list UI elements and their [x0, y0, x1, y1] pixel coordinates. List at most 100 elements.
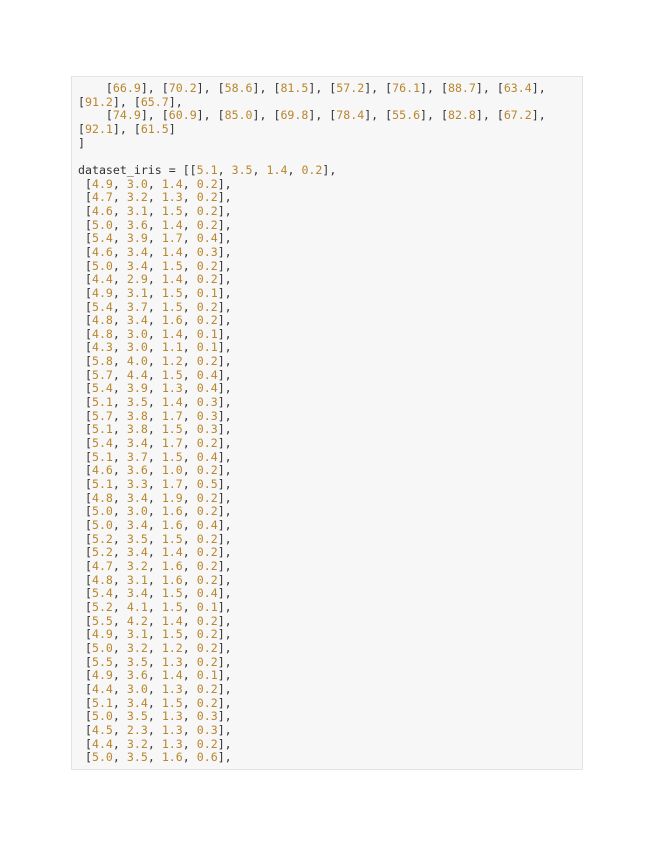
number-literal: 3.4	[126, 545, 148, 560]
number-literal: 5.1	[91, 422, 113, 437]
number-literal: 4.9	[91, 668, 113, 683]
number-literal: 1.4	[266, 162, 288, 177]
number-literal: 3.0	[126, 326, 148, 341]
number-literal: 4.0	[126, 354, 148, 369]
number-literal: 5.4	[91, 381, 113, 396]
number-literal: 0.1	[196, 599, 218, 614]
number-literal: 3.4	[126, 313, 148, 328]
number-literal: 4.6	[91, 244, 113, 259]
number-literal: 1.5	[161, 449, 183, 464]
number-literal: 4.9	[91, 627, 113, 642]
number-literal: 0.4	[196, 518, 218, 532]
number-literal: 3.8	[126, 408, 148, 423]
number-literal: 0.2	[196, 313, 218, 328]
number-literal: 0.2	[196, 190, 218, 205]
number-literal: 1.6	[161, 750, 183, 765]
code-line: [5.4, 3.7, 1.5, 0.2],	[78, 299, 232, 314]
number-literal: 5.1	[91, 449, 113, 464]
number-literal: 1.7	[161, 231, 183, 246]
number-literal: 3.1	[126, 572, 148, 587]
number-literal: 81.5	[280, 81, 309, 95]
code-line: [5.2, 3.4, 1.4, 0.2],	[78, 545, 232, 560]
number-literal: 5.5	[91, 654, 113, 669]
number-literal: 0.2	[196, 504, 218, 519]
number-literal: 1.3	[161, 681, 183, 696]
number-literal: 0.2	[196, 640, 218, 655]
code-line: [5.4, 3.9, 1.3, 0.4],	[78, 381, 232, 396]
number-literal: 3.9	[126, 231, 148, 246]
number-literal: 3.5	[231, 162, 253, 177]
number-literal: 5.0	[91, 709, 113, 724]
number-literal: 1.6	[161, 518, 183, 532]
number-literal: 0.2	[196, 627, 218, 642]
number-literal: 1.5	[161, 422, 183, 437]
number-literal: 85.0	[224, 108, 253, 123]
number-literal: 0.2	[196, 299, 218, 314]
code-line: [5.7, 3.8, 1.7, 0.3],	[78, 408, 232, 423]
number-literal: 1.5	[161, 367, 183, 382]
number-literal: 1.5	[161, 599, 183, 614]
number-literal: 1.7	[161, 436, 183, 451]
code-line: [5.2, 4.1, 1.5, 0.1],	[78, 599, 232, 614]
number-literal: 5.2	[91, 545, 113, 560]
number-literal: 1.4	[161, 272, 183, 287]
number-literal: 67.2	[503, 108, 532, 123]
number-literal: 4.3	[91, 340, 113, 355]
number-literal: 4.7	[91, 558, 113, 573]
number-literal: 63.4	[503, 81, 532, 95]
number-literal: 55.6	[392, 108, 421, 123]
code-line: [5.4, 3.4, 1.5, 0.4],	[78, 586, 232, 601]
number-literal: 5.1	[91, 395, 113, 410]
code-line: dataset_iris = [[5.1, 3.5, 1.4, 0.2],	[78, 162, 337, 177]
number-literal: 0.2	[196, 531, 218, 546]
number-literal: 0.2	[196, 203, 218, 218]
number-literal: 5.2	[91, 599, 113, 614]
number-literal: 4.4	[91, 272, 113, 287]
number-literal: 4.9	[91, 285, 113, 300]
code-line: [5.5, 4.2, 1.4, 0.2],	[78, 613, 232, 628]
number-literal: 91.2	[84, 94, 113, 109]
code-block: [66.9], [70.2], [58.6], [81.5], [57.2], …	[71, 76, 583, 770]
number-literal: 4.8	[91, 572, 113, 587]
number-literal: 1.9	[161, 490, 183, 505]
number-literal: 60.9	[168, 108, 197, 123]
code-line: [5.0, 3.4, 1.6, 0.4],	[78, 518, 232, 532]
number-literal: 5.7	[91, 408, 113, 423]
number-literal: 1.7	[161, 408, 183, 423]
number-literal: 5.8	[91, 354, 113, 369]
number-literal: 0.2	[196, 545, 218, 560]
number-literal: 3.1	[126, 285, 148, 300]
number-literal: 1.5	[161, 531, 183, 546]
code-line: [66.9], [70.2], [58.6], [81.5], [57.2], …	[78, 81, 546, 95]
code-line: [5.0, 3.2, 1.2, 0.2],	[78, 640, 232, 655]
number-literal: 70.2	[168, 81, 197, 95]
code-line: [5.1, 3.5, 1.4, 0.3],	[78, 395, 232, 410]
number-literal: 0.5	[196, 477, 218, 492]
number-literal: 0.3	[196, 244, 218, 259]
code-line: [4.6, 3.1, 1.5, 0.2],	[78, 203, 232, 218]
number-literal: 5.4	[91, 299, 113, 314]
number-literal: 0.1	[196, 340, 218, 355]
number-literal: 0.2	[196, 572, 218, 587]
number-literal: 0.2	[196, 436, 218, 451]
number-literal: 1.3	[161, 654, 183, 669]
code-line: [4.9, 3.6, 1.4, 0.1],	[78, 668, 232, 683]
number-literal: 0.4	[196, 449, 218, 464]
code-line: [4.8, 3.4, 1.6, 0.2],	[78, 313, 232, 328]
number-literal: 1.0	[161, 463, 183, 478]
code-line: [5.4, 3.4, 1.7, 0.2],	[78, 436, 232, 451]
number-literal: 1.2	[161, 354, 183, 369]
number-literal: 4.8	[91, 490, 113, 505]
number-literal: 4.4	[91, 681, 113, 696]
number-literal: 3.2	[126, 558, 148, 573]
number-literal: 4.2	[126, 613, 148, 628]
number-literal: 1.3	[161, 736, 183, 751]
number-literal: 3.0	[126, 340, 148, 355]
number-literal: 0.4	[196, 586, 218, 601]
number-literal: 0.2	[301, 162, 323, 177]
number-literal: 5.0	[91, 518, 113, 532]
number-literal: 3.5	[126, 709, 148, 724]
number-literal: 4.4	[126, 367, 148, 382]
number-literal: 3.8	[126, 422, 148, 437]
code-line: [92.1], [61.5]	[78, 121, 176, 136]
